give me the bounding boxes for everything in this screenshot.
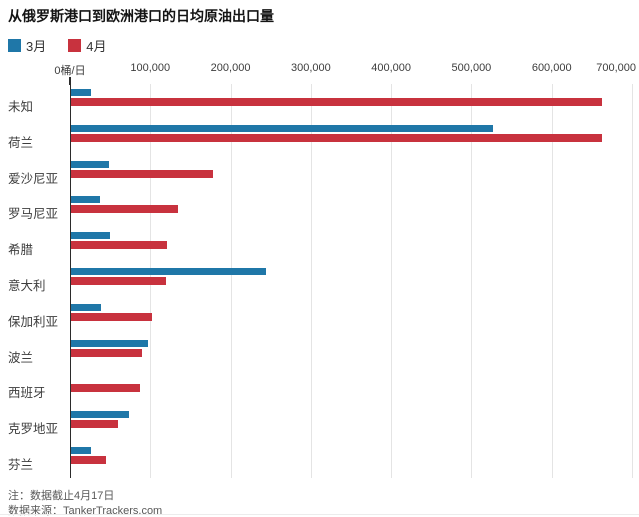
category-label: 希腊 [8,243,34,258]
y-axis-line [70,84,71,478]
category-label: 未知 [8,100,34,114]
category-label: 意大利 [8,279,46,293]
category-label: 保加利亚 [8,314,59,329]
bar-march [71,89,92,96]
legend-label-march: 3月 [26,39,47,54]
gridline [310,84,312,478]
bar-march [71,268,267,275]
category-label: 波兰 [8,350,34,365]
legend-item-april: 4月 [68,36,106,55]
bar-april [71,348,142,357]
bar-row [70,191,632,227]
x-tick-label: 600,000 [531,62,572,74]
bar-april [71,205,178,214]
x-tick-label: 300,000 [290,62,331,74]
bar-april [71,456,107,464]
category-label: 荷兰 [8,135,34,150]
bar-april [71,277,166,285]
x-tick-label: 0桶/日 [54,65,86,77]
zero-tick-mark [69,77,71,85]
bar-april [71,133,603,142]
gridline [632,84,633,478]
gridline [230,84,232,478]
bar-row [70,442,632,478]
plot-area [70,84,633,478]
x-tick-label: 100,000 [130,62,171,74]
gridline [551,84,553,478]
bar-march [71,447,92,454]
bar-march [71,160,109,168]
bar-april [71,169,214,178]
category-label: 西班牙 [8,386,46,401]
bar-april [71,420,118,429]
bar-row [70,406,632,442]
page-title: 从俄罗斯港口到欧洲港口的日均原油出口量 [8,8,274,24]
bar-row [70,335,632,371]
bar-march [71,196,100,204]
bar-march [71,339,149,347]
x-tick-label: 500,000 [451,62,492,74]
april-swatch-icon [68,39,82,52]
legend-label-april: 4月 [86,39,107,54]
bar-row [70,370,632,406]
gridline [391,84,393,478]
bar-row [70,227,632,263]
category-label: 芬兰 [8,458,34,472]
x-tick-label: 200,000 [210,62,251,74]
bar-row [70,299,632,335]
footer-note: 注：数据截止4月17日 [8,490,115,502]
category-label: 爱沙尼亚 [8,171,59,186]
bar-march [71,124,493,132]
bar-row [70,120,632,156]
bar-row [70,84,632,120]
bottom-divider [0,514,639,515]
x-tick-label: 700,000 [596,62,636,74]
march-swatch-icon [8,39,21,52]
bar-march [71,303,101,311]
x-axis-labels: 0桶/日 100,000 200,000 300,000 400,000 500,000 6… [0,62,639,78]
x-tick-label: 400,000 [371,62,412,74]
bar-march [71,411,129,419]
gridline [471,84,473,478]
bar-row [70,156,632,192]
bar-april [71,98,603,106]
bar-march [71,232,111,240]
bar-april [71,384,141,393]
bar-row [70,263,632,299]
category-label: 罗马尼亚 [8,207,59,222]
bar-april [71,241,168,250]
legend: 3月 4月 [8,36,106,55]
bar-april [71,312,153,321]
category-label: 克罗地亚 [8,422,59,437]
legend-item-march: 3月 [8,36,46,55]
